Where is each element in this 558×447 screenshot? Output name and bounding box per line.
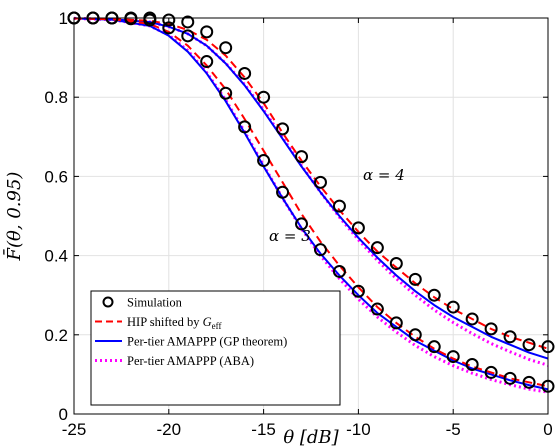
simulation-point-alpha-4 bbox=[370, 241, 384, 255]
annotation-alpha-4: α = 4 bbox=[363, 166, 405, 184]
simulation-point-alpha-4 bbox=[427, 288, 441, 302]
simulation-point-alpha-4 bbox=[484, 322, 498, 336]
x-tick-label: -10 bbox=[346, 420, 371, 439]
legend-label-hip-shifted-by-g-eff: HIP shifted by Geff bbox=[127, 315, 221, 331]
simulation-point-alpha-4 bbox=[257, 90, 271, 104]
simulation-point-alpha-3 bbox=[257, 154, 271, 168]
x-tick-label: 0 bbox=[543, 420, 552, 439]
simulation-point-alpha-4 bbox=[276, 122, 290, 136]
simulation-point-alpha-4 bbox=[522, 338, 536, 352]
simulation-point-alpha-3 bbox=[465, 358, 479, 371]
simulation-point-alpha-4 bbox=[200, 25, 214, 39]
legend-marker-simulation bbox=[102, 296, 114, 308]
simulation-point-alpha-3 bbox=[389, 316, 403, 330]
simulation-point-alpha-3 bbox=[181, 29, 195, 43]
simulation-point-alpha-4 bbox=[313, 175, 327, 189]
simulation-point-alpha-4 bbox=[389, 257, 403, 271]
legend-label-per-tier-amappp-gp-theorem: Per-tier AMAPPP (GP theorem) bbox=[127, 335, 287, 349]
simulation-point-alpha-4 bbox=[351, 221, 365, 235]
x-tick-label: -5 bbox=[446, 420, 461, 439]
simulation-point-alpha-3 bbox=[446, 350, 460, 364]
simulation-point-alpha-3 bbox=[332, 264, 346, 278]
y-tick-label: 1 bbox=[59, 9, 68, 28]
simulation-point-alpha-3 bbox=[484, 365, 498, 379]
x-tick-label: -25 bbox=[62, 420, 87, 439]
x-axis-label: θ [dB] bbox=[283, 427, 339, 447]
series-line-per-tier-amappp-aba-alpha-4 bbox=[73, 16, 549, 367]
simulation-point-alpha-4 bbox=[295, 150, 309, 164]
series-line-hip-shifted-by-g-eff-alpha-4 bbox=[73, 17, 549, 350]
x-tick-label: -20 bbox=[157, 420, 182, 439]
y-tick-label: 0.8 bbox=[44, 88, 68, 107]
simulation-point-alpha-4 bbox=[446, 300, 460, 314]
y-axis-label: F̄(θ, 0.95) bbox=[2, 172, 25, 262]
legend-label-simulation: Simulation bbox=[127, 296, 183, 310]
simulation-point-alpha-4 bbox=[408, 272, 422, 286]
legend-label-per-tier-amappp-aba: Per-tier AMAPPP (ABA) bbox=[127, 354, 254, 368]
x-tick-label: -15 bbox=[251, 420, 276, 439]
y-tick-label: 0.4 bbox=[44, 247, 68, 266]
axis-ticks: -25 -20 -15 -10 -5 0 0 0.2 0.4 0.6 0.8 1 bbox=[44, 9, 552, 439]
simulation-point-alpha-4 bbox=[332, 199, 346, 213]
y-tick-label: 0.6 bbox=[44, 167, 68, 186]
simulation-point-alpha-3 bbox=[351, 284, 365, 298]
series-line-per-tier-amappp-aba-alpha-3 bbox=[73, 16, 549, 394]
simulation-point-alpha-3 bbox=[200, 55, 214, 69]
simulation-point-alpha-3 bbox=[427, 340, 441, 354]
simulation-point-alpha-3 bbox=[313, 243, 327, 257]
simulation-point-alpha-3 bbox=[295, 217, 309, 231]
simulation-point-alpha-3 bbox=[276, 185, 290, 199]
legend-box bbox=[90, 290, 341, 406]
series-line-per-tier-amappp-gp-theorem-alpha-4 bbox=[73, 17, 549, 360]
simulation-point-alpha-3 bbox=[238, 120, 252, 134]
simulation-point-alpha-4 bbox=[219, 41, 233, 55]
plot-box bbox=[73, 17, 549, 415]
legend: Simulation HIP shifted by Geff Per-tier AM… bbox=[90, 290, 341, 406]
simulation-point-alpha-4 bbox=[465, 312, 479, 326]
y-tick-label: 0.2 bbox=[44, 326, 68, 345]
simulation-point-alpha-3 bbox=[408, 328, 422, 342]
simulation-point-alpha-4 bbox=[162, 13, 176, 27]
simulation-point-alpha-4 bbox=[503, 330, 517, 344]
y-tick-label: 0 bbox=[59, 405, 68, 424]
simulation-point-alpha-3 bbox=[503, 371, 517, 385]
simulation-point-alpha-3 bbox=[522, 375, 536, 389]
simulation-point-alpha-3 bbox=[370, 302, 384, 316]
annotation-alpha-3: α = 3 bbox=[269, 227, 311, 245]
simulation-point-alpha-4 bbox=[238, 66, 252, 80]
simulation-point-alpha-3 bbox=[219, 86, 233, 100]
simulation-point-alpha-4 bbox=[181, 15, 195, 29]
series-line-hip-shifted-by-g-eff-alpha-3 bbox=[73, 17, 549, 388]
